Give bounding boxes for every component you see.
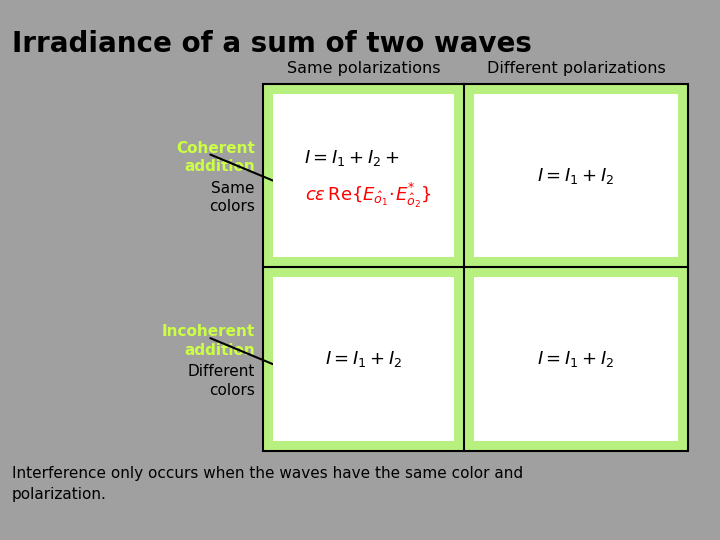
Text: Different
colors: Different colors [187, 364, 255, 398]
Text: $I = I_1 + I_2$: $I = I_1 + I_2$ [537, 349, 615, 369]
Text: Coherent
addition: Coherent addition [176, 141, 255, 174]
Text: Incoherent
addition: Incoherent addition [161, 325, 255, 358]
Text: $I = I_1 + I_2$: $I = I_1 + I_2$ [537, 165, 615, 186]
Text: $I = I_1 + I_2 +$: $I = I_1 + I_2 +$ [304, 147, 400, 167]
Bar [263, 84, 688, 451]
Text: Same polarizations: Same polarizations [287, 60, 441, 76]
Text: $c\varepsilon\,\mathrm{Re}\{E_{\hat{o}_1}\!\cdot\! E_{\hat{o}_2}^{*}\}$: $c\varepsilon\,\mathrm{Re}\{E_{\hat{o}_1… [305, 181, 432, 210]
Bar [474, 278, 678, 441]
Bar [474, 94, 678, 257]
Text: Irradiance of a sum of two waves: Irradiance of a sum of two waves [12, 30, 532, 58]
Text: Interference only occurs when the waves have the same color and
polarization.: Interference only occurs when the waves … [12, 466, 523, 502]
Bar [273, 278, 454, 441]
Text: $I = I_1 + I_2$: $I = I_1 + I_2$ [325, 349, 402, 369]
Bar [273, 94, 454, 257]
Text: Same
colors: Same colors [209, 181, 255, 214]
Text: Different polarizations: Different polarizations [487, 60, 665, 76]
